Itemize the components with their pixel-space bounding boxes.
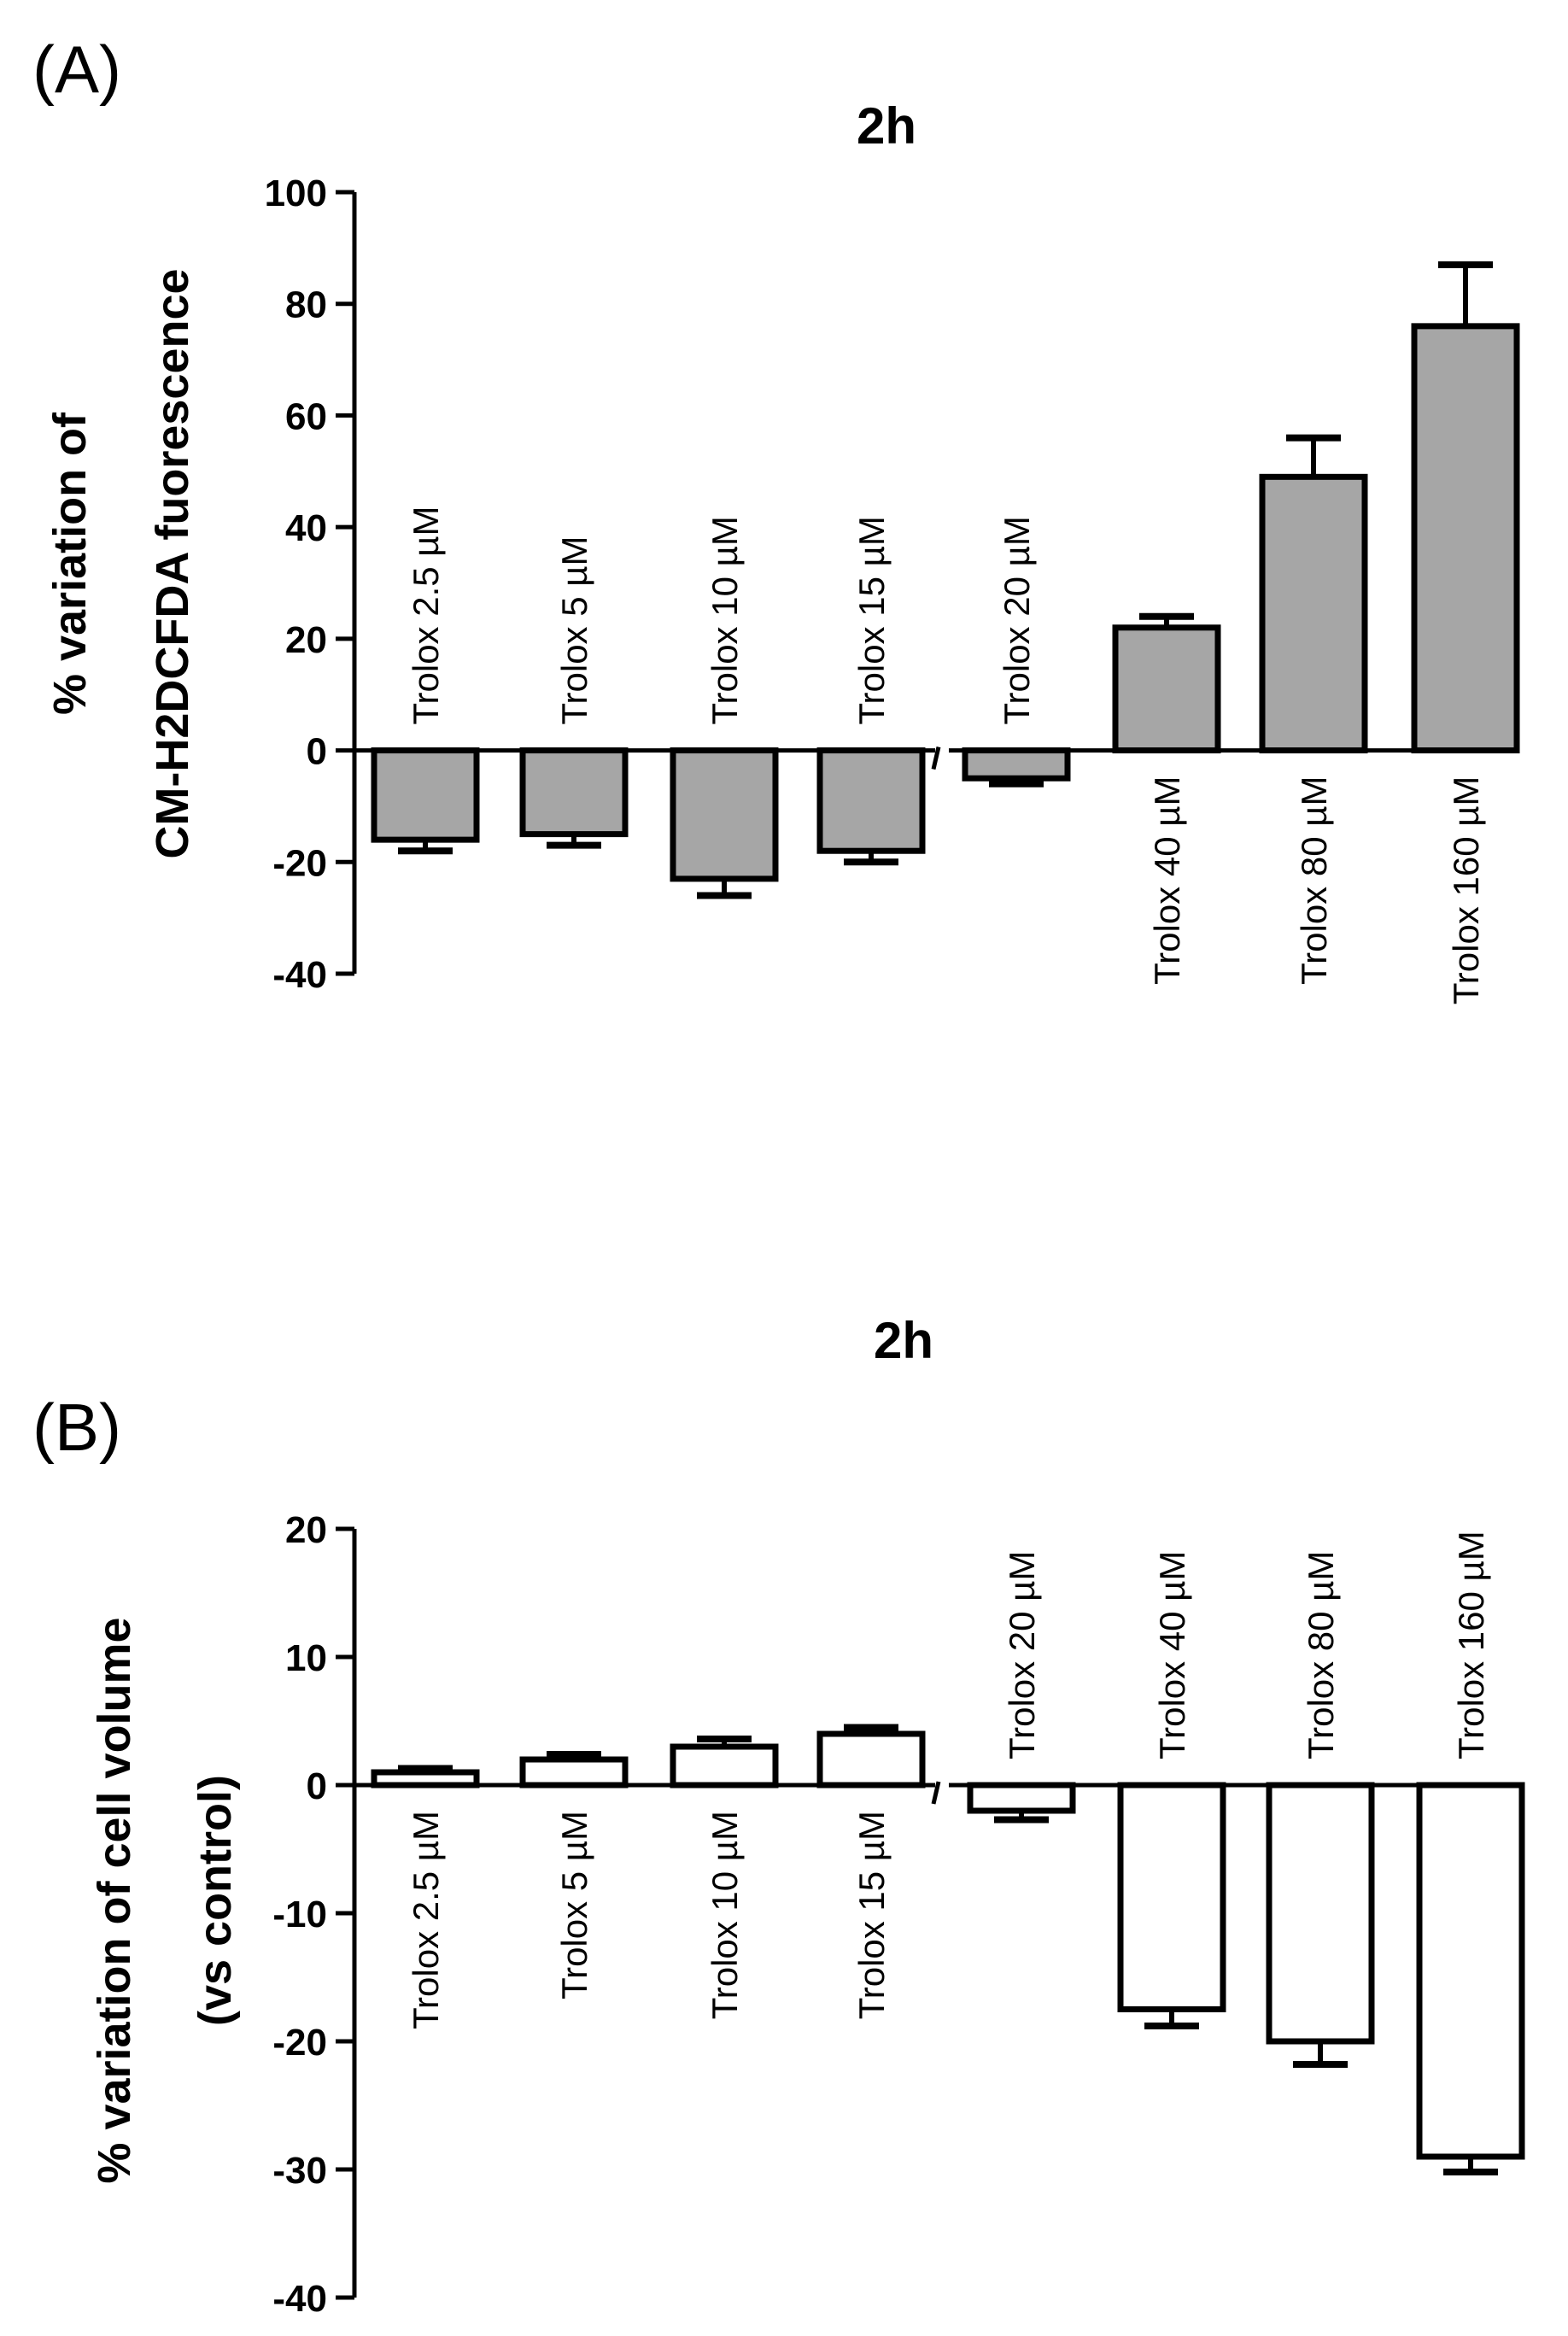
panel-a-ytick-label-6: 80 — [285, 284, 327, 326]
panel-b-bar-2 — [670, 1743, 779, 1789]
panel-a-category-group-4: Trolox 20 µM — [997, 516, 1037, 724]
panel-a-ytick-label-5: 60 — [285, 395, 327, 437]
panel-b-ytick-label-1: -30 — [272, 2150, 327, 2192]
panel-a-category-label-2: Trolox 10 µM — [705, 516, 745, 724]
panel-a-chart: -40 -20 0 20 40 60 80 100 Trolox 2.5 µM Trolox 5 … — [265, 173, 1520, 1005]
panel-b-bar-3 — [816, 1730, 926, 1789]
panel-b-category-group-0: Trolox 2.5 µM — [406, 1811, 446, 2029]
panel-a-bar-6 — [1259, 473, 1368, 754]
panel-b-category-label-7: Trolox 160 µM — [1451, 1531, 1491, 1759]
panel-a-category-label-3: Trolox 15 µM — [851, 516, 892, 724]
panel-b-ylabel-line1: % variation of cell volume — [89, 1617, 140, 2183]
panel-b-category-label-6: Trolox 80 µM — [1301, 1551, 1341, 1759]
panel-a-category-label-1: Trolox 5 µM — [554, 536, 594, 725]
panel-b-category-group-5: Trolox 40 µM — [1152, 1551, 1192, 1759]
panel-a-bar-7 — [1411, 323, 1520, 754]
panel-a-axis-break — [931, 746, 941, 770]
panel-a-ytick-label-7: 100 — [265, 173, 327, 214]
panel-a-category-label-7: Trolox 160 µM — [1446, 776, 1486, 1005]
panel-b-bar-4 — [967, 1782, 1076, 1814]
panel-a-category-label-5: Trolox 40 µM — [1147, 776, 1187, 985]
panel-b-category-label-2: Trolox 10 µM — [705, 1811, 745, 2019]
panel-b-ytick-label-4: 0 — [307, 1765, 327, 1807]
panel-a-ytick-label-1: -20 — [272, 842, 327, 884]
panel-a-category-group-3: Trolox 15 µM — [851, 516, 892, 724]
panel-a-bar-3 — [816, 747, 926, 854]
panel-b-category-group-2: Trolox 10 µM — [705, 1811, 745, 2019]
panel-b-category-group-3: Trolox 15 µM — [851, 1811, 892, 2019]
panel-b-category-label-1: Trolox 5 µM — [554, 1811, 594, 1999]
panel-a-category-group-6: Trolox 80 µM — [1294, 776, 1334, 985]
panel-b-axis-break — [931, 1781, 941, 1805]
panel-a-ylabel-line1: % variation of — [44, 412, 96, 715]
panel-b-ytick-label-2: -20 — [272, 2022, 327, 2064]
panel-b-ytick-label-6: 20 — [285, 1509, 327, 1551]
panel-b-title: 2h — [874, 1312, 933, 1369]
panel-a-category-group-7: Trolox 160 µM — [1446, 776, 1486, 1005]
panel-b-bar-1 — [519, 1756, 629, 1789]
panel-b-category-group-1: Trolox 5 µM — [554, 1811, 594, 1999]
panel-b-category-label-5: Trolox 40 µM — [1152, 1551, 1192, 1759]
panel-b-bar-5 — [1117, 1782, 1226, 2012]
panel-b-bar-7 — [1416, 1782, 1525, 2160]
panel-b-category-label-3: Trolox 15 µM — [851, 1811, 892, 2019]
panel-a-ytick-label-3: 20 — [285, 619, 327, 661]
panel-b-bar-0 — [371, 1769, 480, 1789]
panel-b-category-group-4: Trolox 20 µM — [1002, 1551, 1042, 1759]
panel-b-ytick-label-0: -40 — [272, 2278, 327, 2320]
panel-b-bar-6 — [1266, 1782, 1375, 2045]
panel-a-label: (A) — [32, 32, 121, 107]
panel-b-ylabel-line2: (vs control) — [190, 1775, 241, 2026]
panel-b-category-label-4: Trolox 20 µM — [1002, 1551, 1042, 1759]
panel-a-bar-4 — [962, 747, 1071, 782]
panel-a-bar-5 — [1112, 624, 1221, 754]
panel-a-bar-0 — [371, 747, 480, 843]
panel-b-ytick-label-5: 10 — [285, 1637, 327, 1679]
panel-a-category-group-0: Trolox 2.5 µM — [406, 506, 446, 725]
panel-a-category-label-6: Trolox 80 µM — [1294, 776, 1334, 985]
panel-a-ylabel-line2: CM-H2DCFDA fuorescence — [147, 268, 198, 858]
panel-a-ytick-label-4: 40 — [285, 507, 327, 549]
panel-b-category-group-6: Trolox 80 µM — [1301, 1551, 1341, 1759]
panel-a-category-group-5: Trolox 40 µM — [1147, 776, 1187, 985]
panel-a-bar-2 — [670, 747, 779, 882]
panel-a-ytick-label-0: -40 — [272, 954, 327, 996]
panel-b-label: (B) — [32, 1390, 121, 1465]
panel-a-title: 2h — [857, 97, 916, 155]
panel-a-category-group-2: Trolox 10 µM — [705, 516, 745, 724]
panel-a-category-label-4: Trolox 20 µM — [997, 516, 1037, 724]
panel-b-category-label-0: Trolox 2.5 µM — [406, 1811, 446, 2029]
panel-a-ytick-label-2: 0 — [307, 731, 327, 773]
panel-b-chart: -40 -30 -20 -10 0 10 20 Trolox 2.5 µM Trolox 5 µ… — [272, 1509, 1525, 2320]
panel-a-category-label-0: Trolox 2.5 µM — [406, 506, 446, 725]
panel-a-bar-1 — [519, 747, 629, 838]
panel-a-category-group-1: Trolox 5 µM — [554, 536, 594, 725]
panel-b-category-group-7: Trolox 160 µM — [1451, 1531, 1491, 1759]
panel-b-ytick-label-3: -10 — [272, 1894, 327, 1935]
